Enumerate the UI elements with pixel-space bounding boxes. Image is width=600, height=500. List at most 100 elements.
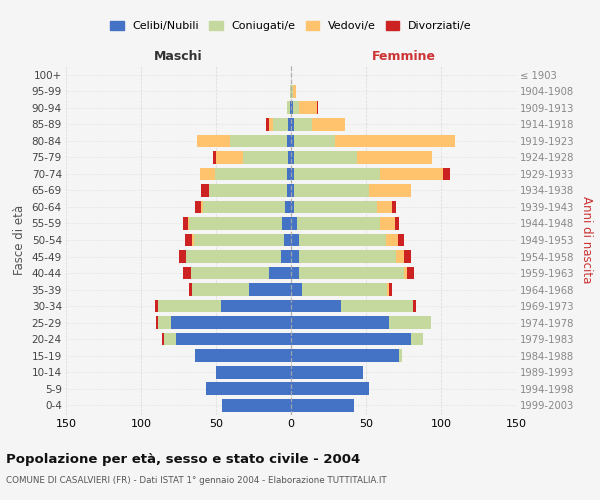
Text: Femmine: Femmine bbox=[371, 50, 436, 62]
Bar bbox=[404, 266, 407, 280]
Bar bbox=[183, 217, 187, 230]
Bar bbox=[291, 184, 294, 197]
Bar bbox=[294, 168, 380, 180]
Bar bbox=[392, 200, 396, 213]
Bar bbox=[209, 184, 287, 197]
Bar bbox=[189, 283, 192, 296]
Bar bbox=[287, 168, 291, 180]
Bar bbox=[201, 184, 209, 197]
Bar bbox=[291, 102, 293, 114]
Text: Maschi: Maschi bbox=[154, 50, 203, 62]
Bar bbox=[186, 250, 281, 263]
Bar bbox=[335, 134, 455, 147]
Bar bbox=[163, 332, 176, 345]
Bar bbox=[407, 266, 414, 280]
Bar bbox=[399, 349, 402, 362]
Bar bbox=[317, 102, 318, 114]
Bar bbox=[387, 283, 389, 296]
Bar bbox=[302, 283, 387, 296]
Bar bbox=[287, 134, 291, 147]
Bar bbox=[290, 102, 291, 114]
Bar bbox=[215, 168, 287, 180]
Bar bbox=[195, 200, 201, 213]
Bar bbox=[203, 200, 285, 213]
Bar bbox=[404, 250, 411, 263]
Bar bbox=[284, 234, 291, 246]
Bar bbox=[396, 250, 404, 263]
Bar bbox=[291, 366, 363, 378]
Bar bbox=[243, 151, 288, 164]
Y-axis label: Anni di nascita: Anni di nascita bbox=[580, 196, 593, 284]
Bar bbox=[191, 266, 269, 280]
Bar bbox=[294, 118, 312, 131]
Bar bbox=[282, 217, 291, 230]
Bar bbox=[291, 398, 354, 411]
Bar bbox=[288, 151, 291, 164]
Bar bbox=[291, 382, 369, 395]
Bar bbox=[291, 266, 299, 280]
Bar bbox=[380, 168, 443, 180]
Bar bbox=[299, 266, 404, 280]
Bar bbox=[377, 200, 392, 213]
Bar bbox=[293, 85, 296, 98]
Bar bbox=[288, 118, 291, 131]
Bar bbox=[291, 217, 297, 230]
Bar bbox=[171, 316, 291, 329]
Bar bbox=[287, 102, 290, 114]
Bar bbox=[291, 168, 294, 180]
Bar bbox=[291, 134, 294, 147]
Bar bbox=[299, 102, 317, 114]
Bar bbox=[380, 217, 395, 230]
Bar bbox=[176, 332, 291, 345]
Bar bbox=[249, 283, 291, 296]
Bar bbox=[222, 398, 291, 411]
Bar bbox=[312, 118, 345, 131]
Bar bbox=[265, 118, 269, 131]
Bar bbox=[285, 200, 291, 213]
Bar bbox=[294, 200, 377, 213]
Bar bbox=[293, 102, 299, 114]
Bar bbox=[369, 184, 411, 197]
Bar bbox=[291, 332, 411, 345]
Bar bbox=[395, 217, 399, 230]
Bar bbox=[291, 85, 293, 98]
Bar bbox=[290, 85, 291, 98]
Bar bbox=[269, 118, 273, 131]
Bar bbox=[294, 184, 369, 197]
Bar bbox=[201, 200, 203, 213]
Bar bbox=[185, 234, 192, 246]
Bar bbox=[341, 300, 413, 312]
Legend: Celibi/Nubili, Coniugati/e, Vedovi/e, Divorziati/e: Celibi/Nubili, Coniugati/e, Vedovi/e, Di… bbox=[106, 16, 476, 36]
Bar bbox=[299, 250, 396, 263]
Bar bbox=[195, 349, 291, 362]
Bar bbox=[213, 151, 216, 164]
Bar bbox=[413, 300, 415, 312]
Bar bbox=[299, 234, 386, 246]
Bar bbox=[189, 217, 282, 230]
Bar bbox=[398, 234, 404, 246]
Bar bbox=[157, 300, 221, 312]
Text: COMUNE DI CASALVIERI (FR) - Dati ISTAT 1° gennaio 2004 - Elaborazione TUTTITALIA: COMUNE DI CASALVIERI (FR) - Dati ISTAT 1… bbox=[6, 476, 387, 485]
Bar bbox=[294, 151, 357, 164]
Bar bbox=[179, 250, 186, 263]
Bar bbox=[291, 200, 294, 213]
Bar bbox=[229, 134, 287, 147]
Bar bbox=[273, 118, 288, 131]
Bar bbox=[389, 316, 431, 329]
Bar bbox=[281, 250, 291, 263]
Bar bbox=[216, 151, 243, 164]
Bar bbox=[155, 300, 157, 312]
Bar bbox=[389, 283, 392, 296]
Bar bbox=[357, 151, 432, 164]
Text: Popolazione per età, sesso e stato civile - 2004: Popolazione per età, sesso e stato civil… bbox=[6, 452, 360, 466]
Bar bbox=[386, 234, 398, 246]
Bar bbox=[197, 134, 229, 147]
Bar bbox=[193, 234, 284, 246]
Bar bbox=[199, 168, 215, 180]
Bar bbox=[291, 283, 302, 296]
Bar bbox=[291, 300, 341, 312]
Bar bbox=[183, 266, 191, 280]
Bar bbox=[443, 168, 450, 180]
Bar bbox=[291, 349, 399, 362]
Bar bbox=[411, 332, 423, 345]
